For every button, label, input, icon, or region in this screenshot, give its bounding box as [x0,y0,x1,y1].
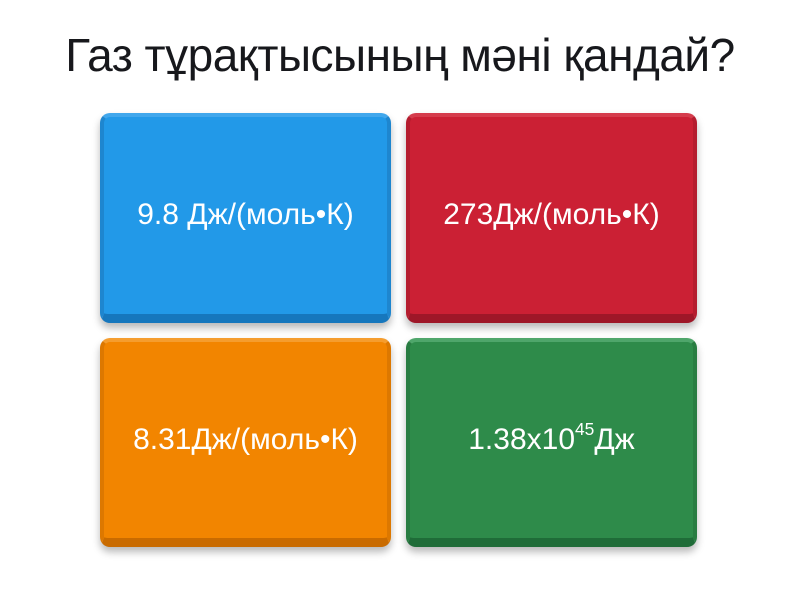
answer-label: 8.31Дж/(моль•К) [133,423,358,458]
answer-label-main: 1.38x10 [468,422,576,456]
answer-option-4-green[interactable]: 1.38x1045Дж [406,337,697,547]
answer-label: 1.38x1045Дж [468,421,635,458]
answer-label: 273Дж/(моль•К) [443,198,660,233]
answer-label-main: 8.31Дж/(моль•К) [133,422,358,456]
answer-label-suffix: Дж [594,422,635,456]
answer-option-3-orange[interactable]: 8.31Дж/(моль•К) [100,337,391,547]
answer-grid: 9.8 Дж/(моль•К) 273Дж/(моль•К) 8.31Дж/(м… [100,113,697,547]
answer-label: 9.8 Дж/(моль•К) [137,198,354,233]
answer-label-main: 273Дж/(моль•К) [443,198,660,231]
answer-option-1-blue[interactable]: 9.8 Дж/(моль•К) [100,113,391,323]
question-title: Газ тұрақтысының мәні қандай? [65,29,735,81]
answer-label-main: 9.8 Дж/(моль•К) [137,198,354,231]
answer-option-2-red[interactable]: 273Дж/(моль•К) [406,113,697,323]
answer-exponent: 45 [575,419,595,440]
